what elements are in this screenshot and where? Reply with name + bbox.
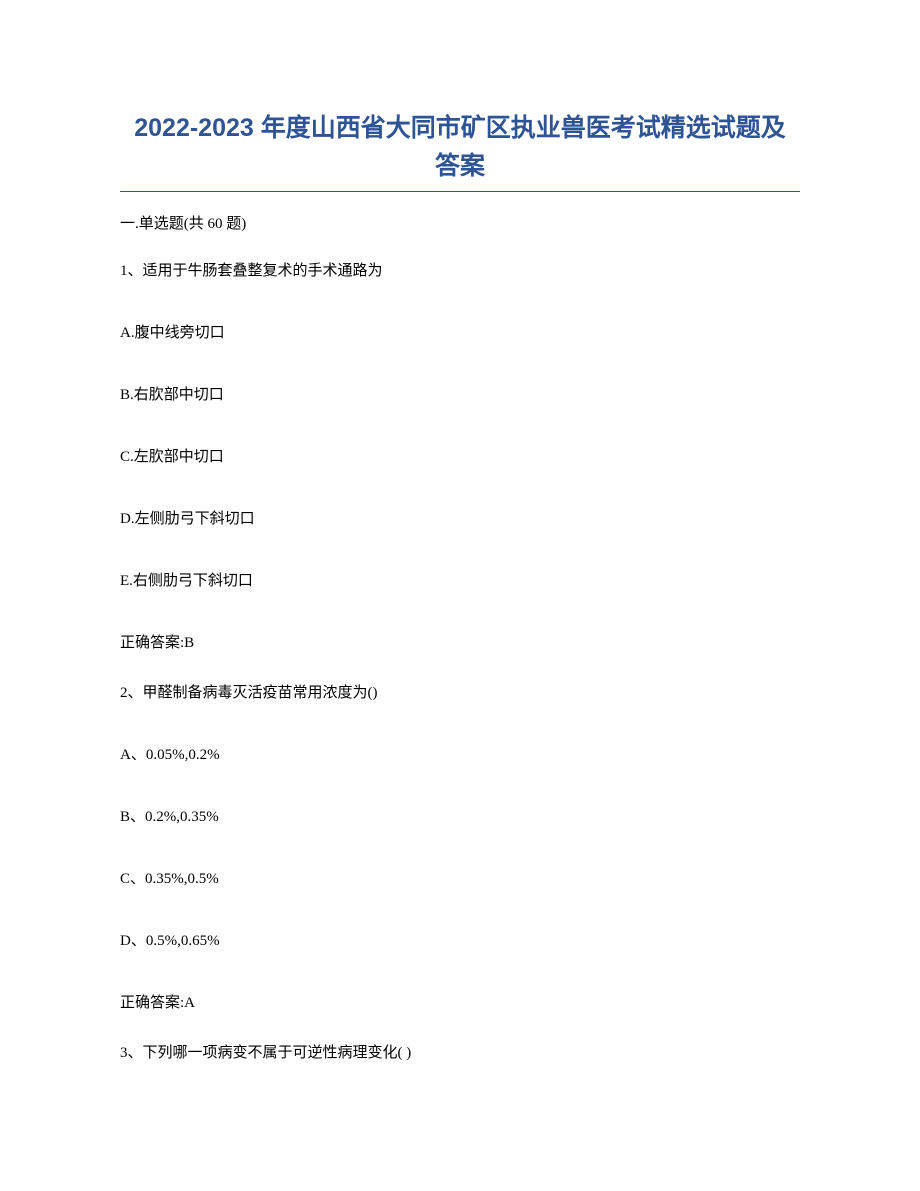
title-line-1: 2022-2023 年度山西省大同市矿区执业兽医考试精选试题及: [134, 114, 786, 142]
question-2-option-b: B、0.2%,0.35%: [120, 805, 800, 829]
question-2-option-d: D、0.5%,0.65%: [120, 929, 800, 953]
question-2-answer: 正确答案:A: [120, 991, 800, 1015]
question-2-option-c: C、0.35%,0.5%: [120, 867, 800, 891]
document-title: 2022-2023 年度山西省大同市矿区执业兽医考试精选试题及 答案: [120, 110, 800, 189]
title-line-2: 答案: [435, 152, 485, 180]
question-2-stem: 2、甲醛制备病毒灭活疫苗常用浓度为(): [120, 681, 800, 705]
question-1-answer: 正确答案:B: [120, 631, 800, 655]
question-1-option-c: C.左肷部中切口: [120, 445, 800, 469]
question-1-option-b: B.右肷部中切口: [120, 383, 800, 407]
title-underline: [120, 191, 800, 192]
question-1-stem: 1、适用于牛肠套叠整复术的手术通路为: [120, 259, 800, 283]
section-header: 一.单选题(共 60 题): [120, 212, 800, 233]
question-2-option-a: A、0.05%,0.2%: [120, 743, 800, 767]
question-1-option-d: D.左侧肋弓下斜切口: [120, 507, 800, 531]
question-3-stem: 3、下列哪一项病变不属于可逆性病理变化( ): [120, 1041, 800, 1065]
question-1-option-a: A.腹中线旁切口: [120, 321, 800, 345]
question-1-option-e: E.右侧肋弓下斜切口: [120, 569, 800, 593]
